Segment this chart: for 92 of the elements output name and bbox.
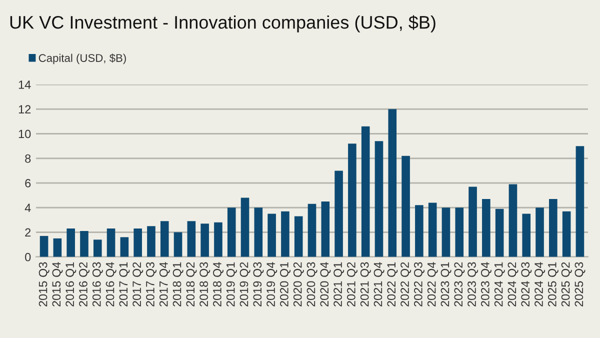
bar bbox=[281, 211, 290, 257]
x-tick-label: 2018 Q3 bbox=[200, 262, 210, 306]
bar bbox=[93, 240, 102, 257]
bar bbox=[214, 222, 222, 257]
bar bbox=[187, 221, 196, 257]
bar bbox=[66, 228, 75, 257]
y-tick-label: 8 bbox=[25, 154, 31, 163]
x-tick-label: 2021 Q2 bbox=[347, 262, 358, 306]
y-tick-label: 4 bbox=[24, 204, 31, 212]
bar bbox=[402, 156, 410, 257]
bar bbox=[160, 221, 169, 257]
x-tick-label: 2015 Q4 bbox=[52, 262, 63, 306]
x-tick-label: 2020 Q2 bbox=[293, 262, 304, 306]
x-tick-label: 2019 Q4 bbox=[266, 262, 278, 306]
x-tick-label: 2024 Q3 bbox=[521, 262, 532, 306]
bar bbox=[134, 228, 142, 257]
x-tick-label: 2024 Q1 bbox=[494, 262, 505, 306]
y-tick-label: 6 bbox=[25, 179, 31, 188]
bar bbox=[455, 208, 464, 257]
x-tick-label: 2016 Q1 bbox=[66, 262, 76, 306]
bar bbox=[53, 238, 62, 257]
bar bbox=[508, 184, 518, 257]
x-tick-label: 2023 Q1 bbox=[440, 262, 452, 306]
bar bbox=[321, 201, 330, 257]
x-tick-label: 2020 Q3 bbox=[306, 262, 318, 306]
x-tick-label: 2015 Q3 bbox=[38, 262, 50, 306]
bar bbox=[428, 202, 437, 257]
bar bbox=[562, 211, 571, 257]
x-tick-label: 2021 Q4 bbox=[374, 262, 384, 306]
x-tick-label: 2025 Q3 bbox=[574, 262, 586, 306]
x-tick-label: 2016 Q3 bbox=[92, 262, 103, 306]
bar bbox=[80, 231, 88, 257]
bar bbox=[308, 204, 316, 257]
x-tick-label: 2020 Q4 bbox=[320, 262, 331, 306]
x-tick-label: 2022 Q3 bbox=[414, 262, 424, 306]
x-tick-label: 2022 Q1 bbox=[387, 262, 398, 306]
x-tick-label: 2019 Q2 bbox=[240, 262, 250, 306]
bar bbox=[240, 198, 250, 257]
bar bbox=[576, 146, 584, 257]
bar bbox=[495, 208, 504, 257]
bar bbox=[522, 214, 531, 257]
x-tick-label: 2016 Q4 bbox=[106, 262, 116, 306]
x-tick-label: 2023 Q3 bbox=[468, 262, 478, 306]
x-tick-label: 2018 Q4 bbox=[213, 262, 224, 306]
x-tick-label: 2022 Q4 bbox=[427, 262, 438, 306]
bar bbox=[200, 224, 209, 257]
x-tick-label: 2016 Q2 bbox=[79, 262, 90, 306]
x-tick-label: 2018 Q1 bbox=[172, 262, 184, 306]
y-tick-label: 12 bbox=[18, 105, 31, 114]
bar bbox=[294, 216, 303, 257]
bar bbox=[254, 208, 263, 257]
y-tick-label: 0 bbox=[25, 252, 31, 262]
y-tick-label: 10 bbox=[18, 130, 31, 138]
x-tick-label: 2017 Q2 bbox=[132, 262, 144, 306]
bar bbox=[388, 109, 397, 257]
x-tick-label: 2022 Q2 bbox=[400, 262, 412, 306]
x-tick-label: 2021 Q1 bbox=[334, 262, 344, 306]
bar bbox=[174, 232, 182, 257]
bar bbox=[106, 228, 116, 257]
x-tick-label: 2021 Q3 bbox=[360, 262, 371, 306]
bar bbox=[40, 236, 48, 257]
x-tick-label: 2019 Q1 bbox=[226, 262, 237, 306]
bar bbox=[227, 208, 236, 257]
x-tick-label: 2023 Q4 bbox=[480, 262, 492, 306]
legend-label: Capital (USD, $B) bbox=[38, 54, 126, 64]
x-tick-label: 2025 Q2 bbox=[561, 262, 572, 306]
bar bbox=[468, 186, 477, 257]
bar bbox=[361, 126, 370, 257]
bar bbox=[374, 141, 384, 257]
bar bbox=[536, 208, 544, 257]
bar bbox=[120, 237, 129, 257]
bar bbox=[268, 214, 276, 257]
x-tick-label: 2020 Q1 bbox=[280, 262, 290, 306]
x-tick-label: 2019 Q3 bbox=[253, 262, 264, 306]
chart-title: UK VC Investment - Innovation companies (USD, $B) bbox=[10, 15, 436, 32]
bar bbox=[147, 226, 156, 257]
bar bbox=[348, 144, 356, 257]
x-tick-label: 2018 Q2 bbox=[186, 262, 197, 306]
x-tick-label: 2017 Q4 bbox=[159, 262, 170, 306]
bar bbox=[549, 199, 558, 257]
x-tick-label: 2024 Q2 bbox=[508, 262, 518, 306]
x-tick-label: 2025 Q1 bbox=[548, 262, 558, 306]
x-tick-label: 2017 Q1 bbox=[119, 262, 130, 306]
y-tick-label: 14 bbox=[18, 80, 31, 89]
bar bbox=[442, 208, 450, 257]
bar bbox=[482, 199, 490, 257]
x-tick-label: 2023 Q2 bbox=[454, 262, 465, 306]
bar bbox=[415, 205, 424, 257]
y-tick-label: 2 bbox=[25, 228, 31, 237]
x-tick-label: 2017 Q3 bbox=[146, 262, 157, 306]
x-tick-label: 2024 Q4 bbox=[534, 262, 546, 306]
bar bbox=[334, 170, 343, 257]
